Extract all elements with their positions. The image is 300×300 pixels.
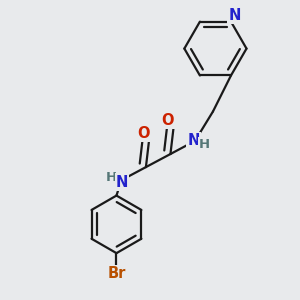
Text: O: O xyxy=(162,113,174,128)
Text: N: N xyxy=(116,175,128,190)
Text: N: N xyxy=(187,134,200,148)
Text: Br: Br xyxy=(107,266,126,281)
Text: H: H xyxy=(199,138,210,151)
Text: O: O xyxy=(137,126,149,141)
Text: N: N xyxy=(228,8,241,23)
Text: H: H xyxy=(105,171,116,184)
